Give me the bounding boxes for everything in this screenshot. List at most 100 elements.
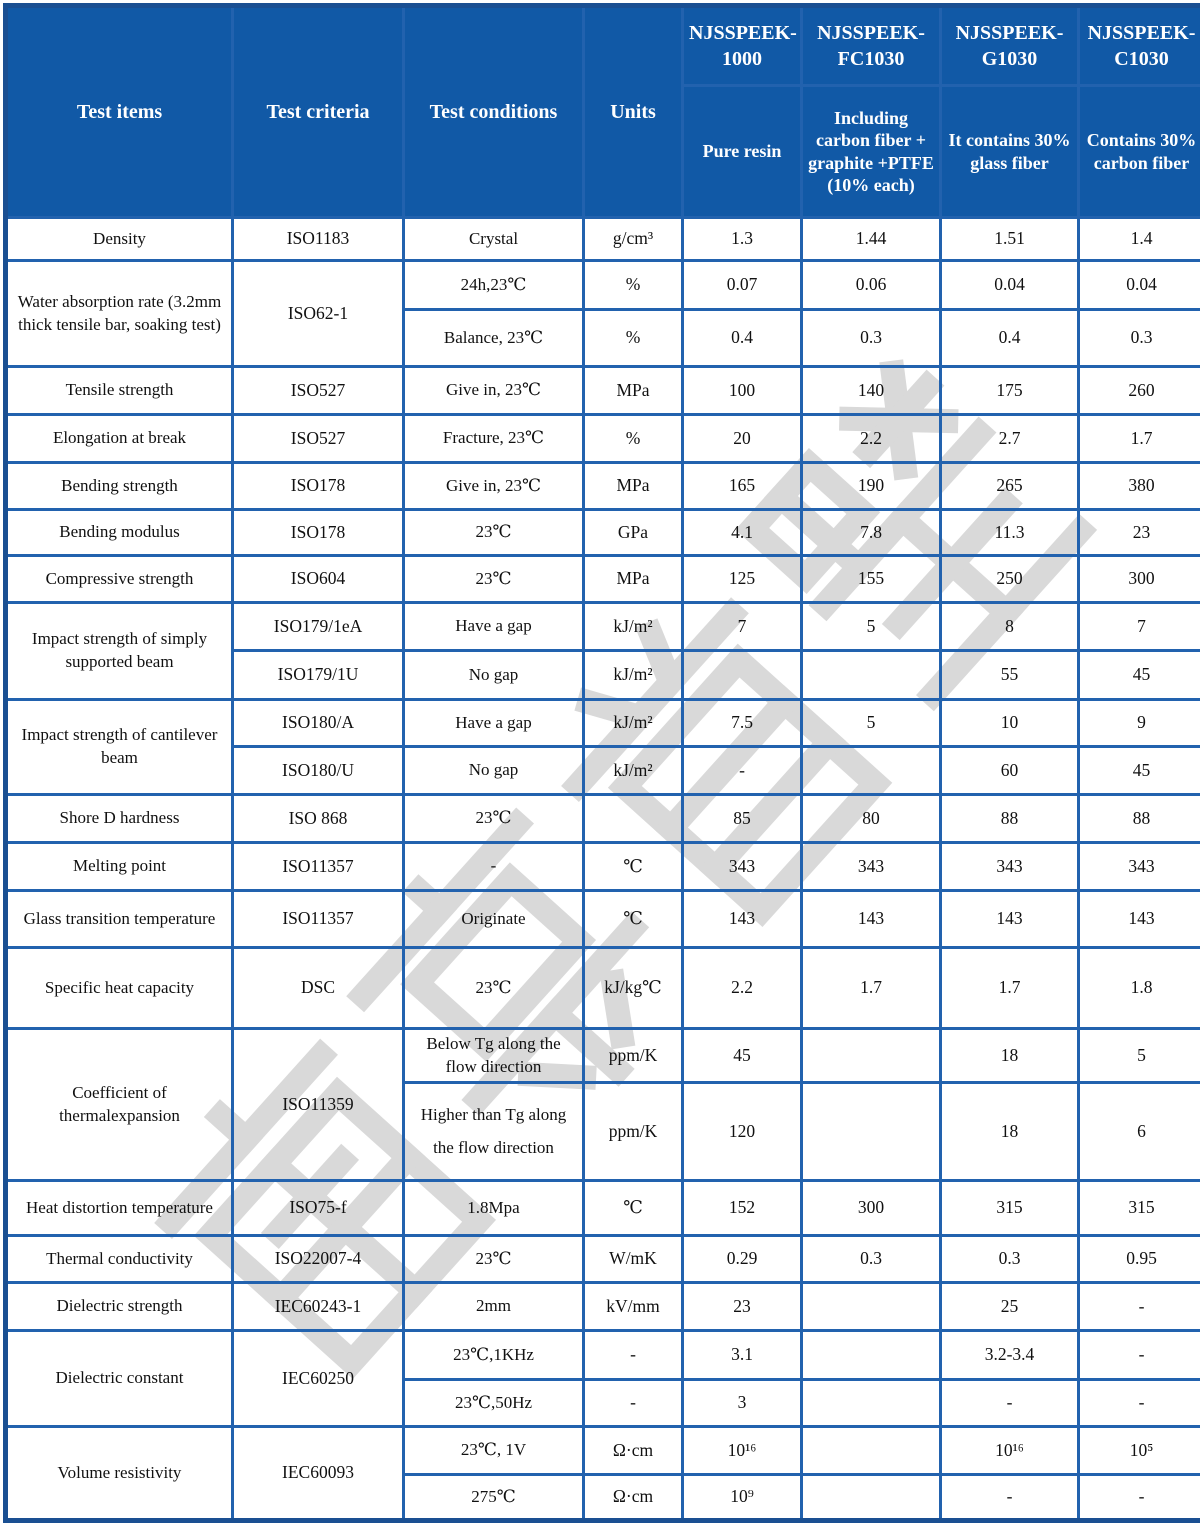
- value-cell: 7.5: [681, 698, 803, 748]
- value-cell: 4.1: [681, 508, 803, 557]
- table-row: Density ISO1183 Crystal g/cm³ 1.3 1.44 1…: [4, 216, 1200, 262]
- column-header-test-items: Test items: [4, 4, 234, 219]
- condition-cell: Below Tg along the flow direction: [402, 1027, 585, 1084]
- value-cell: 343: [939, 841, 1080, 892]
- criteria-cell: ISO11357: [231, 841, 405, 892]
- value-cell: 315: [939, 1179, 1080, 1237]
- value-cell: 25: [939, 1281, 1080, 1332]
- value-cell: 45: [1077, 649, 1200, 701]
- item-cell: Dielectric constant: [4, 1329, 234, 1428]
- criteria-cell: ISO179/1U: [231, 649, 405, 701]
- item-cell: Melting point: [4, 841, 234, 892]
- criteria-cell: ISO178: [231, 508, 405, 557]
- value-cell: 143: [681, 889, 803, 949]
- value-cell: 1.44: [800, 216, 942, 262]
- units-cell: g/cm³: [582, 216, 684, 262]
- column-header-product-fc1030: NJSSPEEK-FC1030: [800, 4, 942, 87]
- condition-cell: 23℃: [402, 554, 585, 604]
- value-cell: [800, 1027, 942, 1084]
- units-cell: kJ/kg℃: [582, 946, 684, 1030]
- value-cell: 23: [681, 1281, 803, 1332]
- units-cell: ppm/K: [582, 1027, 684, 1084]
- criteria-cell: ISO11357: [231, 889, 405, 949]
- value-cell: 45: [681, 1027, 803, 1084]
- criteria-cell: ISO180/A: [231, 698, 405, 748]
- units-cell: GPa: [582, 508, 684, 557]
- criteria-cell: ISO527: [231, 413, 405, 464]
- table-row: Coefficient of thermalexpansion ISO11359…: [4, 1027, 1200, 1182]
- units-cell: -: [582, 1378, 684, 1428]
- units-cell: ppm/K: [582, 1081, 684, 1182]
- condition-cell: No gap: [402, 745, 585, 796]
- value-cell: 10¹⁶: [939, 1425, 1080, 1476]
- value-cell: 1.51: [939, 216, 1080, 262]
- value-cell: 260: [1077, 365, 1200, 416]
- value-cell: 152: [681, 1179, 803, 1237]
- units-cell: W/mK: [582, 1234, 684, 1284]
- criteria-cell: ISO180/U: [231, 745, 405, 796]
- item-cell: Elongation at break: [4, 413, 234, 464]
- units-cell: MPa: [582, 461, 684, 511]
- value-cell: 143: [800, 889, 942, 949]
- value-cell: 7: [681, 601, 803, 652]
- criteria-cell: ISO604: [231, 554, 405, 604]
- item-cell: Impact strength of cantilever beam: [4, 698, 234, 796]
- value-cell: 0.3: [939, 1234, 1080, 1284]
- condition-cell: 23℃: [402, 508, 585, 557]
- column-header-product-k1000: NJSSPEEK-1000: [681, 4, 803, 87]
- units-cell: ℃: [582, 841, 684, 892]
- criteria-cell: ISO1183: [231, 216, 405, 262]
- table-row: 275℃ Ω·cm 10⁹ - -: [6, 1473, 1200, 1522]
- table-row: Dielectric strength IEC60243-1 2mm kV/mm…: [4, 1281, 1200, 1332]
- condition-cell: Crystal: [402, 216, 585, 262]
- units-cell: MPa: [582, 554, 684, 604]
- value-cell: 0.06: [800, 259, 942, 311]
- table-row: 23℃,50Hz - 3 - -: [6, 1378, 1200, 1428]
- value-cell: 88: [939, 793, 1080, 844]
- value-cell: 85: [681, 793, 803, 844]
- criteria-cell: ISO178: [231, 461, 405, 511]
- item-cell: Shore D hardness: [4, 793, 234, 844]
- table-row: Compressive strength ISO604 23℃ MPa 125 …: [4, 554, 1200, 604]
- condition-cell: Give in, 23℃: [402, 461, 585, 511]
- value-cell: [800, 1081, 942, 1182]
- value-cell: 7: [1077, 601, 1200, 652]
- condition-cell: -: [402, 841, 585, 892]
- value-cell: 165: [681, 461, 803, 511]
- value-cell: 380: [1077, 461, 1200, 511]
- criteria-cell: ISO 868: [231, 793, 405, 844]
- value-cell: 175: [939, 365, 1080, 416]
- criteria-cell: DSC: [231, 946, 405, 1030]
- units-cell: ℃: [582, 1179, 684, 1237]
- value-cell: 250: [939, 554, 1080, 604]
- value-cell: 45: [1077, 745, 1200, 796]
- value-cell: [800, 745, 942, 796]
- value-cell: 143: [939, 889, 1080, 949]
- item-cell: Heat distortion temperature: [4, 1179, 234, 1237]
- material-spec-table: Test items Test criteria Test conditions…: [3, 3, 1200, 1523]
- item-cell: Density: [4, 216, 234, 262]
- value-cell: 10¹⁶: [681, 1425, 803, 1476]
- item-cell: Glass transition temperature: [4, 889, 234, 949]
- criteria-cell: ISO75-f: [231, 1179, 405, 1237]
- table-row: Tensile strength ISO527 Give in, 23℃ MPa…: [4, 365, 1200, 416]
- table-row: Melting point ISO11357 - ℃ 343 343 343 3…: [4, 841, 1200, 892]
- units-cell: %: [582, 413, 684, 464]
- column-header-test-criteria: Test criteria: [231, 4, 405, 219]
- table-row: Bending strength ISO178 Give in, 23℃ MPa…: [4, 461, 1200, 511]
- value-cell: 6: [1077, 1081, 1200, 1182]
- condition-cell: Give in, 23℃: [402, 365, 585, 416]
- condition-cell: No gap: [402, 649, 585, 701]
- value-cell: 0.04: [1077, 259, 1200, 311]
- item-cell: Compressive strength: [4, 554, 234, 604]
- criteria-cell: IEC60243-1: [231, 1281, 405, 1332]
- value-cell: 18: [939, 1027, 1080, 1084]
- value-cell: 1.7: [939, 946, 1080, 1030]
- units-cell: kV/mm: [582, 1281, 684, 1332]
- criteria-cell: ISO11359: [231, 1027, 405, 1182]
- header-row-product-names: Test items Test criteria Test conditions…: [4, 4, 1200, 219]
- value-cell: 9: [1077, 698, 1200, 748]
- value-cell: 120: [681, 1081, 803, 1182]
- condition-cell: Have a gap: [402, 601, 585, 652]
